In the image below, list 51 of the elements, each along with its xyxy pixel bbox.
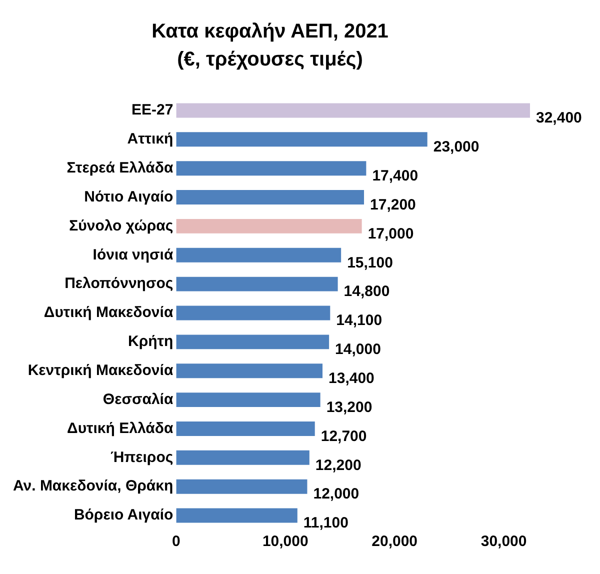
data-label: 23,000 — [433, 138, 480, 156]
y-tick-label: Κρήτη — [128, 333, 174, 350]
x-tick-label: 20,000 — [372, 533, 418, 550]
y-tick-label: Κεντρική Μακεδονία — [28, 362, 174, 380]
y-tick-label: Αν. Μακεδονία, Θράκη — [12, 478, 174, 495]
data-label: 17,000 — [368, 225, 414, 242]
bar — [176, 364, 323, 378]
y-tick-label: Στερεά Ελλάδα — [66, 159, 174, 176]
data-label: 15,100 — [347, 254, 393, 272]
y-tick-label: Ιόνια νησιά — [92, 246, 174, 264]
bar — [176, 218, 362, 234]
chart-subtitle: (€, τρέχουσες τιμές) — [177, 48, 363, 71]
y-tick-label: Δυτική Ελλάδα — [67, 420, 174, 437]
bar — [176, 132, 428, 147]
y-tick-label: Αττική — [127, 130, 174, 148]
bar — [176, 479, 308, 494]
data-label: 14,000 — [335, 341, 381, 358]
bar — [176, 103, 530, 118]
chart-title: Κατα κεφαλήν ΑΕΠ, 2021 — [152, 20, 388, 43]
data-label: 12,000 — [313, 486, 360, 503]
data-label: 13,200 — [326, 398, 372, 416]
data-label: 11,100 — [303, 514, 348, 532]
data-label: 17,200 — [370, 196, 416, 214]
bar — [176, 306, 330, 320]
data-label: 12,700 — [320, 428, 367, 445]
data-label: 14,800 — [344, 283, 390, 300]
bar — [176, 392, 320, 408]
data-label: 13,400 — [328, 370, 374, 388]
data-label: 14,100 — [336, 312, 382, 330]
bar — [176, 508, 298, 523]
bar — [176, 248, 342, 262]
data-label: 17,400 — [372, 167, 418, 184]
bar — [176, 190, 364, 204]
x-tick-label: 0 — [172, 533, 180, 550]
data-label: 12,200 — [315, 456, 362, 474]
x-tick-label: 30,000 — [480, 533, 527, 550]
y-tick-label: Θεσσαλία — [102, 390, 174, 408]
y-tick-label: ΕΕ-27 — [131, 102, 174, 119]
bar — [176, 450, 310, 465]
y-tick-label: Πελοπόννησος — [64, 275, 174, 292]
y-tick-label: Σύνολο χώρας — [69, 217, 174, 234]
y-tick-label: Ήπειρος — [110, 448, 174, 466]
bar — [176, 276, 338, 292]
data-label: 32,400 — [536, 110, 582, 127]
y-tick-label: Δυτική Μακεδονία — [44, 304, 174, 322]
bar — [176, 161, 366, 176]
bar — [176, 334, 330, 350]
x-tick-label: 10,000 — [262, 533, 308, 550]
y-tick-label: Βόρειο Αιγαίο — [74, 506, 174, 524]
y-tick-label: Νότιο Αιγαίο — [84, 188, 174, 206]
bar — [176, 422, 315, 436]
